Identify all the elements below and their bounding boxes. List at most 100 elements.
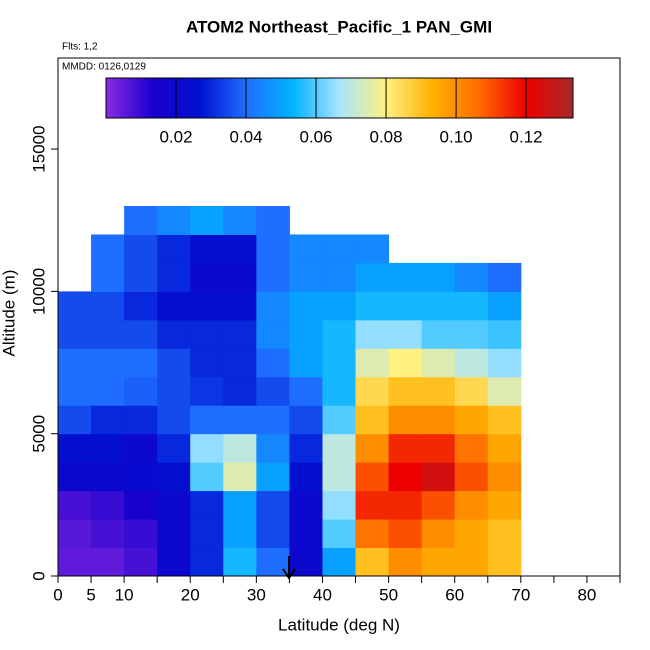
cell: [289, 348, 323, 378]
cell: [190, 547, 224, 577]
cell: [157, 234, 191, 264]
cell: [58, 319, 92, 349]
cell: [58, 547, 92, 577]
cell: [322, 405, 357, 435]
cell: [256, 433, 290, 463]
cell: [157, 462, 191, 492]
x-tick-label: 50: [379, 585, 398, 604]
cell: [355, 348, 390, 378]
cell: [421, 376, 456, 406]
cell: [487, 262, 522, 292]
cell: [190, 234, 224, 264]
cell: [190, 462, 224, 492]
cell: [157, 348, 191, 378]
cell: [355, 490, 390, 520]
cell: [124, 376, 158, 406]
cell: [487, 547, 522, 577]
cell: [454, 405, 489, 435]
x-tick-label: 5: [86, 585, 95, 604]
cell: [223, 262, 257, 292]
cell: [223, 462, 257, 492]
cell: [124, 348, 158, 378]
cell: [421, 262, 456, 292]
cell: [388, 462, 423, 492]
cell: [355, 547, 390, 577]
cell: [190, 519, 224, 549]
cell: [454, 490, 489, 520]
x-tick-label: 80: [577, 585, 596, 604]
cell: [388, 547, 423, 577]
cell: [256, 291, 290, 321]
plot-frame: [57, 57, 621, 577]
cell: [421, 547, 456, 577]
cell: [454, 519, 489, 549]
cell: [58, 291, 92, 321]
cell: [322, 319, 357, 349]
cell: [421, 490, 456, 520]
cell: [289, 262, 323, 292]
cell: [454, 291, 489, 321]
cell: [421, 291, 456, 321]
cell: [223, 547, 257, 577]
cell: [322, 490, 357, 520]
cell: [91, 262, 125, 292]
x-tick-label: 0: [53, 585, 62, 604]
cell: [421, 348, 456, 378]
cell: [421, 462, 456, 492]
cell: [91, 519, 125, 549]
cell: [388, 376, 423, 406]
cell: [487, 519, 522, 549]
cell: [58, 462, 92, 492]
cell: [421, 433, 456, 463]
cell: [454, 547, 489, 577]
x-axis-label: Latitude (deg N): [278, 615, 400, 634]
cell: [157, 319, 191, 349]
cell: [256, 348, 290, 378]
cell: [454, 262, 489, 292]
cell: [124, 519, 158, 549]
cell: [190, 319, 224, 349]
cell: [223, 206, 257, 235]
cell: [124, 291, 158, 321]
cell: [487, 376, 522, 406]
cell: [157, 490, 191, 520]
x-tick-label: 10: [115, 585, 134, 604]
cell: [421, 519, 456, 549]
colorbar-tick-label: 0.10: [440, 127, 473, 146]
cell: [355, 462, 390, 492]
cell: [322, 462, 357, 492]
annotation: MMDD: 0126,0129: [62, 62, 146, 73]
colorbar-tick-label: 0.02: [159, 127, 192, 146]
cell: [355, 291, 390, 321]
cell: [421, 405, 456, 435]
y-tick-label: 5000: [29, 415, 48, 453]
cell: [157, 405, 191, 435]
cell: [91, 405, 125, 435]
cell: [223, 348, 257, 378]
cell: [91, 348, 125, 378]
cell: [487, 462, 522, 492]
x-tick-label: 30: [247, 585, 266, 604]
cell: [58, 348, 92, 378]
cell: [487, 348, 522, 378]
cell: [487, 433, 522, 463]
cell: [157, 433, 191, 463]
cell: [388, 348, 423, 378]
cell: [91, 547, 125, 577]
y-tick-label: 15000: [29, 125, 48, 172]
cell: [91, 319, 125, 349]
y-tick-label: 10000: [29, 268, 48, 315]
y-axis-label: Altitude (m): [0, 270, 18, 357]
cell: [322, 262, 357, 292]
cell: [124, 462, 158, 492]
cell: [256, 519, 290, 549]
cell: [355, 262, 390, 292]
cell: [58, 405, 92, 435]
cell: [91, 234, 125, 264]
x-tick-label: 70: [511, 585, 530, 604]
cell: [355, 376, 390, 406]
cell: [388, 519, 423, 549]
cell: [91, 376, 125, 406]
y-tick-label: 0: [29, 571, 48, 580]
cell: [91, 291, 125, 321]
